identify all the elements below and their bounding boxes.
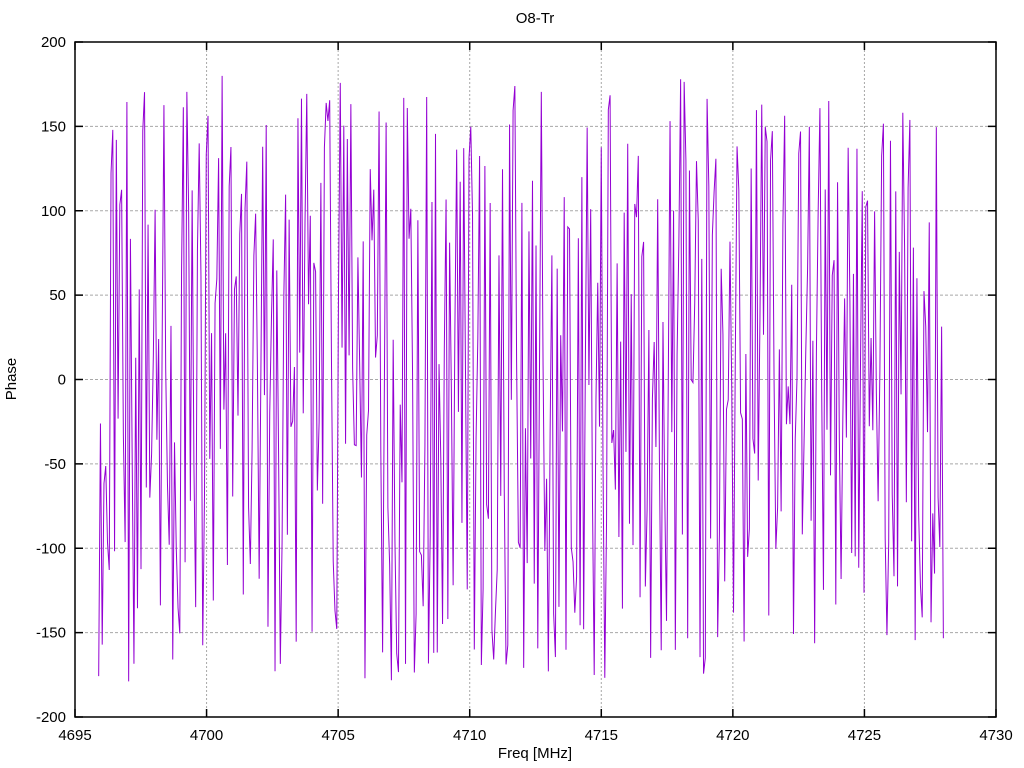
y-tick-label: 200 bbox=[41, 34, 66, 51]
y-tick-label: -150 bbox=[36, 625, 66, 642]
y-tick-label: -100 bbox=[36, 540, 66, 557]
y-tick-label: -50 bbox=[44, 456, 66, 473]
tick-marks bbox=[74, 41, 997, 718]
x-tick-label: 4705 bbox=[321, 727, 354, 744]
series-line bbox=[98, 75, 944, 682]
y-tick-labels: -200 -150 -100 -50 0 50 100 150 200 bbox=[36, 34, 66, 726]
x-tick-label: 4710 bbox=[453, 727, 486, 744]
x-tick-labels: 4695 4700 4705 4710 4715 4720 4725 4730 bbox=[58, 727, 1012, 744]
x-tick-label: 4730 bbox=[979, 727, 1012, 744]
y-tick-label: 100 bbox=[41, 203, 66, 220]
y-tick-label: -200 bbox=[36, 709, 66, 726]
x-tick-label: 4725 bbox=[848, 727, 881, 744]
x-tick-label: 4715 bbox=[585, 727, 618, 744]
x-tick-label: 4700 bbox=[190, 727, 223, 744]
y-tick-label: 50 bbox=[49, 287, 66, 304]
phase-series-polyline bbox=[98, 75, 944, 682]
x-tick-label: 4695 bbox=[58, 727, 91, 744]
x-axis-label: Freq [MHz] bbox=[498, 745, 572, 762]
x-tick-label: 4720 bbox=[716, 727, 749, 744]
y-tick-label: 0 bbox=[58, 372, 66, 389]
chart-title: O8-Tr bbox=[516, 10, 555, 27]
y-tick-label: 150 bbox=[41, 118, 66, 135]
y-axis-label: Phase bbox=[3, 358, 20, 401]
